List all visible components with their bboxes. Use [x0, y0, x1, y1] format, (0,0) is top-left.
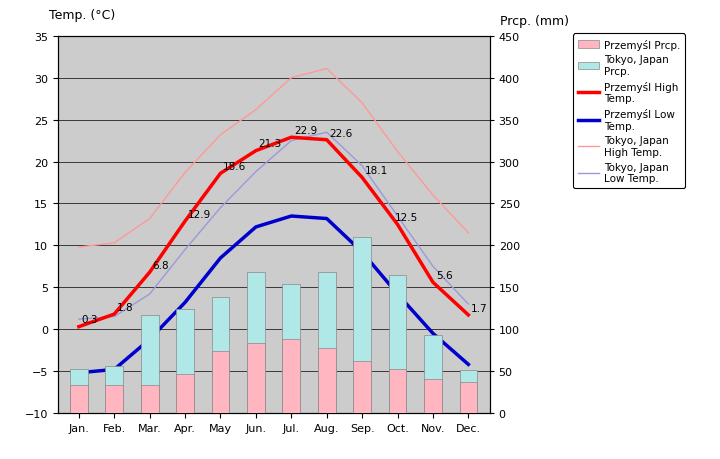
Text: 1.8: 1.8 — [117, 302, 134, 312]
Bar — [459, 370, 477, 413]
Bar — [212, 351, 230, 413]
Text: 1.7: 1.7 — [471, 303, 487, 313]
Bar — [389, 369, 406, 413]
Bar — [176, 374, 194, 413]
Bar — [141, 386, 158, 413]
Bar — [70, 369, 88, 413]
Text: 5.6: 5.6 — [436, 270, 452, 280]
Text: 18.6: 18.6 — [223, 162, 246, 172]
Bar — [70, 386, 88, 413]
Bar — [459, 382, 477, 413]
Bar — [141, 315, 158, 413]
Text: 12.5: 12.5 — [395, 213, 418, 223]
Text: 6.8: 6.8 — [153, 260, 169, 270]
Bar — [282, 284, 300, 413]
Bar — [176, 309, 194, 413]
Text: 22.6: 22.6 — [330, 129, 353, 138]
Bar — [354, 237, 371, 413]
Text: Prcp. (mm): Prcp. (mm) — [500, 15, 570, 28]
Bar — [354, 361, 371, 413]
Bar — [389, 275, 406, 413]
Bar — [424, 379, 442, 413]
Bar — [105, 386, 123, 413]
Text: Temp. (°C): Temp. (°C) — [49, 9, 115, 22]
Text: 21.3: 21.3 — [258, 139, 282, 149]
Bar — [212, 298, 230, 413]
Bar — [247, 343, 265, 413]
Bar — [282, 340, 300, 413]
Bar — [424, 336, 442, 413]
Text: 22.9: 22.9 — [294, 126, 318, 136]
Bar — [318, 348, 336, 413]
Legend: Przemyśl Prcp., Tokyo, Japan
Prcp., Przemyśl High
Temp., Przemyśl Low
Temp., Tok: Przemyśl Prcp., Tokyo, Japan Prcp., Prze… — [572, 34, 685, 189]
Bar — [105, 366, 123, 413]
Text: 0.3: 0.3 — [81, 315, 98, 325]
Bar — [247, 273, 265, 413]
Text: 12.9: 12.9 — [188, 209, 211, 219]
Bar — [318, 273, 336, 413]
Text: 18.1: 18.1 — [365, 166, 388, 176]
